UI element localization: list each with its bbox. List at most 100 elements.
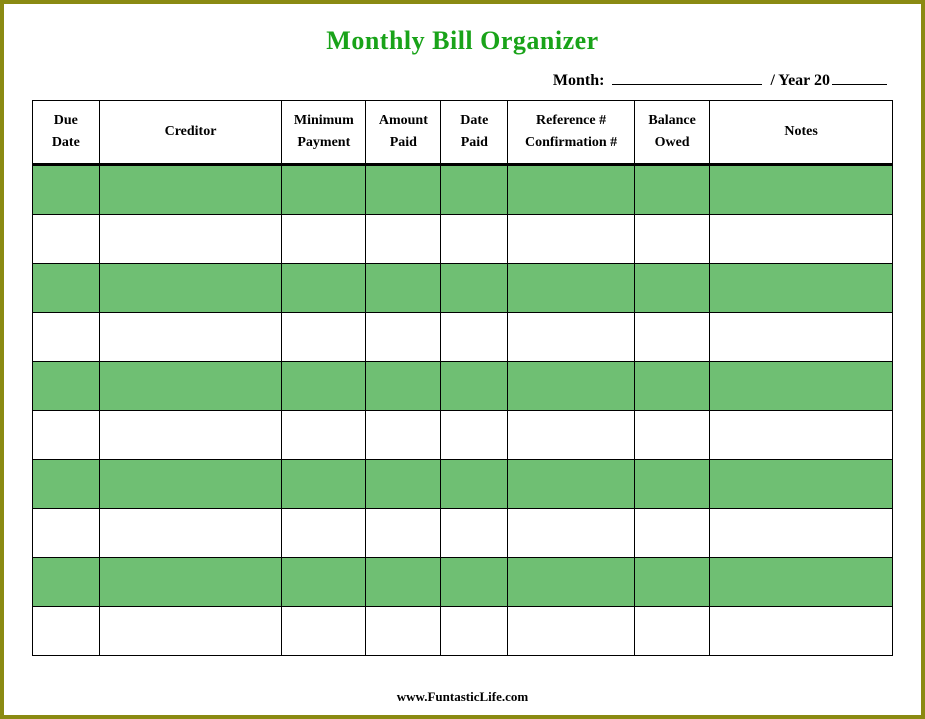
table-cell[interactable] <box>710 460 893 509</box>
table-cell[interactable] <box>634 558 709 607</box>
table-cell[interactable] <box>99 264 282 313</box>
table-cell[interactable] <box>634 362 709 411</box>
col-amount-paid: AmountPaid <box>366 101 441 165</box>
table-row <box>33 460 893 509</box>
table-cell[interactable] <box>33 607 100 656</box>
table-cell[interactable] <box>441 411 508 460</box>
table-cell[interactable] <box>508 460 635 509</box>
table-cell[interactable] <box>366 313 441 362</box>
table-cell[interactable] <box>441 509 508 558</box>
table-cell[interactable] <box>99 165 282 215</box>
table-cell[interactable] <box>508 215 635 264</box>
table-cell[interactable] <box>33 460 100 509</box>
table-cell[interactable] <box>710 215 893 264</box>
table-cell[interactable] <box>710 362 893 411</box>
table-cell[interactable] <box>366 607 441 656</box>
table-cell[interactable] <box>634 215 709 264</box>
footer-url: www.FuntasticLife.com <box>4 689 921 705</box>
col-notes: Notes <box>710 101 893 165</box>
table-row <box>33 165 893 215</box>
table-cell[interactable] <box>634 460 709 509</box>
year-label: Year 20 <box>778 72 830 89</box>
table-cell[interactable] <box>33 215 100 264</box>
table-cell[interactable] <box>282 362 366 411</box>
table-cell[interactable] <box>508 165 635 215</box>
table-cell[interactable] <box>441 165 508 215</box>
table-cell[interactable] <box>366 509 441 558</box>
table-cell[interactable] <box>634 313 709 362</box>
table-cell[interactable] <box>508 313 635 362</box>
month-year-slash: / <box>770 72 774 89</box>
table-cell[interactable] <box>366 411 441 460</box>
table-cell[interactable] <box>366 362 441 411</box>
table-cell[interactable] <box>441 264 508 313</box>
table-cell[interactable] <box>282 215 366 264</box>
col-balance-owed: BalanceOwed <box>634 101 709 165</box>
table-cell[interactable] <box>710 264 893 313</box>
table-cell[interactable] <box>282 264 366 313</box>
table-cell[interactable] <box>366 558 441 607</box>
table-cell[interactable] <box>710 411 893 460</box>
table-cell[interactable] <box>508 509 635 558</box>
table-cell[interactable] <box>508 264 635 313</box>
page-title: Monthly Bill Organizer <box>32 26 893 56</box>
table-cell[interactable] <box>710 607 893 656</box>
col-reference-confirmation: Reference #Confirmation # <box>508 101 635 165</box>
table-cell[interactable] <box>99 558 282 607</box>
month-year-line: Month: / Year 20 <box>32 70 887 90</box>
table-cell[interactable] <box>508 558 635 607</box>
table-cell[interactable] <box>33 313 100 362</box>
table-cell[interactable] <box>441 558 508 607</box>
table-cell[interactable] <box>508 411 635 460</box>
table-cell[interactable] <box>634 607 709 656</box>
table-cell[interactable] <box>99 215 282 264</box>
table-cell[interactable] <box>33 264 100 313</box>
col-date-paid: DatePaid <box>441 101 508 165</box>
table-header-row: DueDate Creditor MinimumPayment AmountPa… <box>33 101 893 165</box>
table-cell[interactable] <box>441 313 508 362</box>
table-cell[interactable] <box>282 558 366 607</box>
table-cell[interactable] <box>634 509 709 558</box>
table-row <box>33 411 893 460</box>
table-cell[interactable] <box>33 411 100 460</box>
month-label: Month: <box>553 72 605 90</box>
table-cell[interactable] <box>634 264 709 313</box>
table-cell[interactable] <box>710 558 893 607</box>
table-cell[interactable] <box>99 607 282 656</box>
table-row <box>33 362 893 411</box>
table-cell[interactable] <box>33 509 100 558</box>
table-cell[interactable] <box>366 264 441 313</box>
table-cell[interactable] <box>282 411 366 460</box>
table-cell[interactable] <box>508 607 635 656</box>
table-cell[interactable] <box>282 460 366 509</box>
table-cell[interactable] <box>441 362 508 411</box>
table-cell[interactable] <box>99 313 282 362</box>
table-cell[interactable] <box>441 460 508 509</box>
table-cell[interactable] <box>441 215 508 264</box>
table-cell[interactable] <box>282 509 366 558</box>
table-cell[interactable] <box>710 165 893 215</box>
table-cell[interactable] <box>99 362 282 411</box>
table-cell[interactable] <box>33 165 100 215</box>
table-cell[interactable] <box>282 165 366 215</box>
table-cell[interactable] <box>99 509 282 558</box>
table-cell[interactable] <box>33 362 100 411</box>
table-cell[interactable] <box>710 313 893 362</box>
table-cell[interactable] <box>366 215 441 264</box>
table-cell[interactable] <box>366 460 441 509</box>
table-cell[interactable] <box>441 607 508 656</box>
table-cell[interactable] <box>282 607 366 656</box>
table-cell[interactable] <box>634 411 709 460</box>
table-cell[interactable] <box>99 460 282 509</box>
month-blank[interactable] <box>612 70 762 85</box>
year-blank[interactable] <box>832 70 887 85</box>
table-cell[interactable] <box>508 362 635 411</box>
table-cell[interactable] <box>33 558 100 607</box>
table-cell[interactable] <box>366 165 441 215</box>
table-cell[interactable] <box>99 411 282 460</box>
table-row <box>33 607 893 656</box>
table-cell[interactable] <box>710 509 893 558</box>
table-row <box>33 509 893 558</box>
table-cell[interactable] <box>282 313 366 362</box>
table-cell[interactable] <box>634 165 709 215</box>
